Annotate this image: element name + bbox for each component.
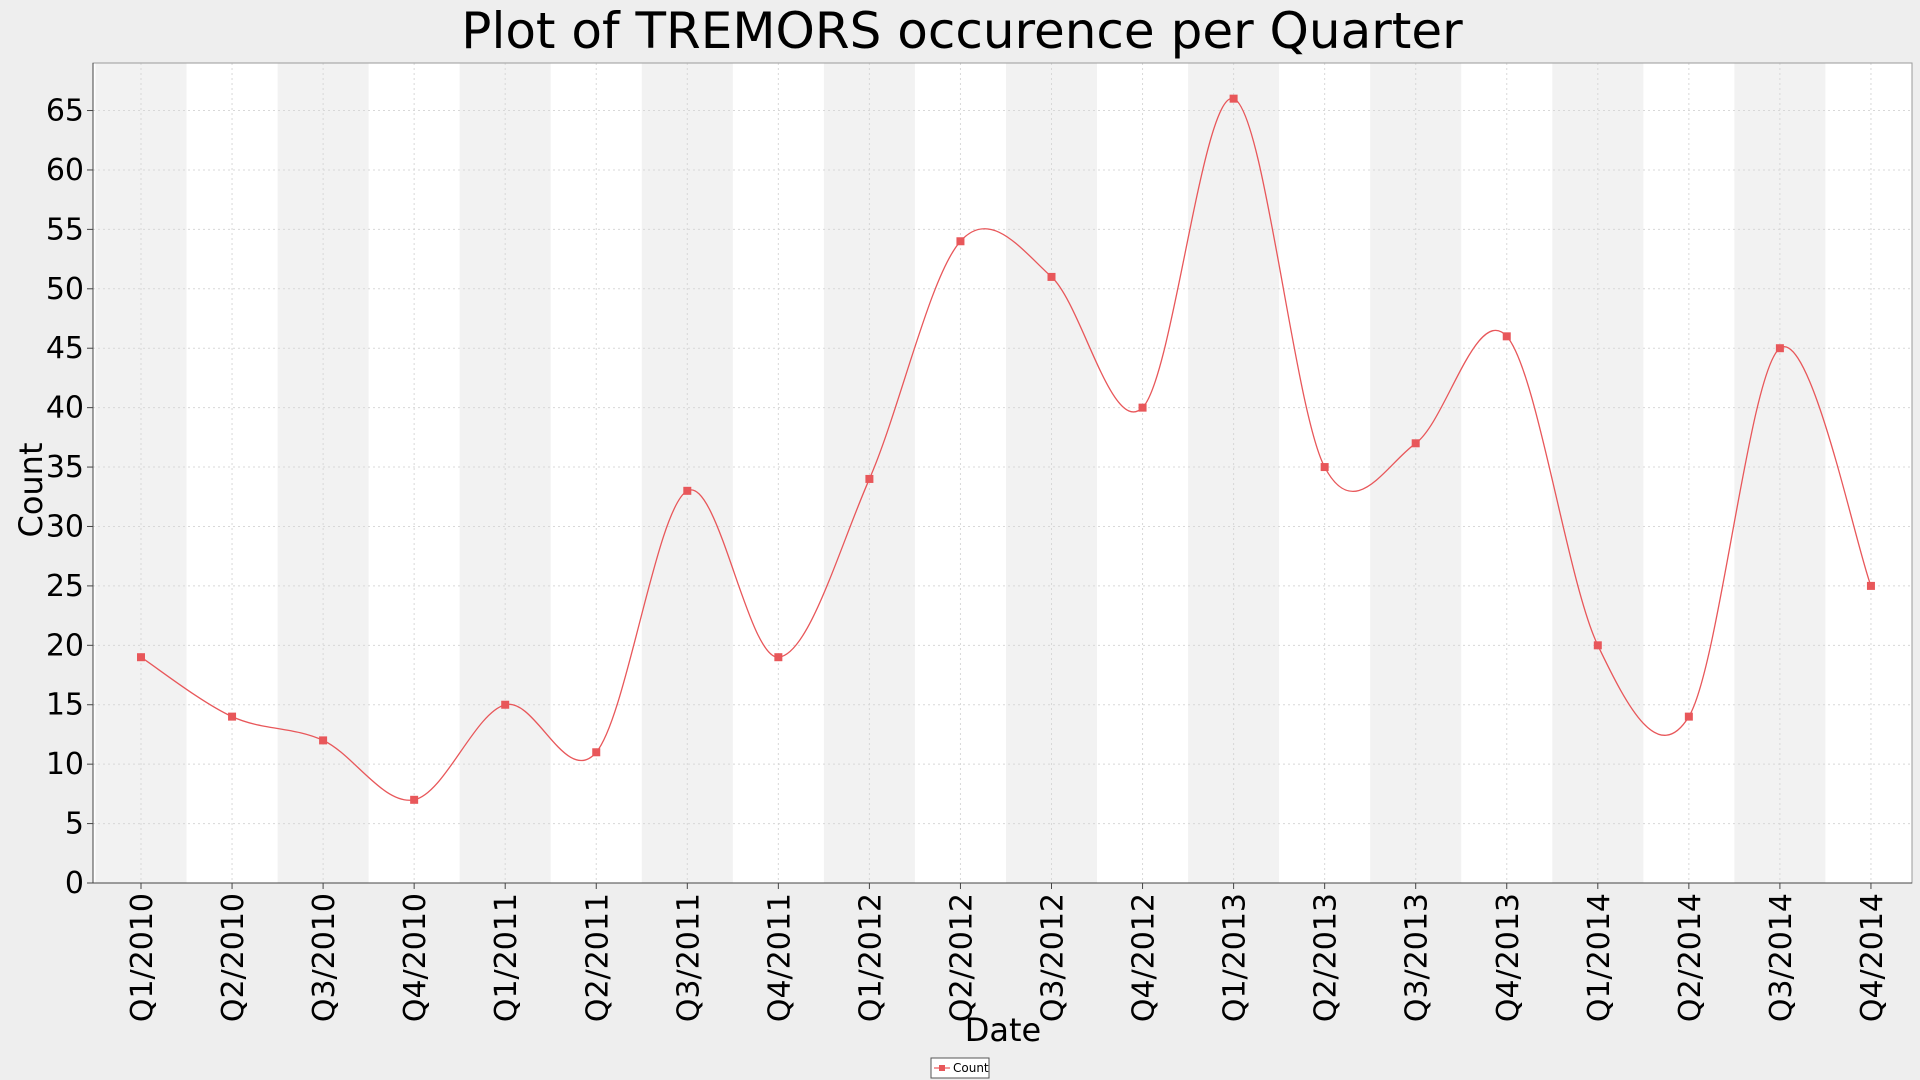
axes — [92, 62, 1913, 884]
y-tick-label: 50 — [46, 272, 84, 307]
y-tick-label: 10 — [46, 747, 84, 782]
y-tick-label: 40 — [46, 391, 84, 426]
y-tick-label: 25 — [46, 569, 84, 604]
y-tick-label: 35 — [46, 450, 84, 485]
y-axis-ticks: 0 5 10 15 20 25 30 35 40 45 50 55 60 65 — [46, 94, 93, 901]
x-tick-label: Q1/2013 — [1218, 893, 1253, 1022]
x-tick-label: Q3/2011 — [671, 893, 706, 1022]
legend-series-marker — [939, 1065, 945, 1071]
data-point-marker — [1047, 272, 1056, 281]
x-axis-label: Date — [965, 1011, 1041, 1049]
data-point-marker — [956, 237, 965, 246]
data-point-marker — [592, 748, 601, 757]
x-tick-label: Q3/2010 — [307, 893, 342, 1022]
data-point-marker — [410, 795, 419, 804]
legend-series-label: Count — [953, 1061, 989, 1075]
legend-box — [930, 1057, 990, 1079]
x-tick-label: Q2/2014 — [1673, 893, 1708, 1022]
y-tick-label: 30 — [46, 509, 84, 544]
y-tick-label: 0 — [65, 866, 84, 901]
x-tick-label: Q4/2010 — [398, 893, 433, 1022]
chart-title: Plot of TREMORS occurence per Quarter — [461, 2, 1463, 60]
x-tick-label: Q4/2014 — [1855, 893, 1890, 1022]
y-tick-label: 60 — [46, 153, 84, 188]
x-tick-label: Q2/2011 — [580, 893, 615, 1022]
y-tick-label: 20 — [46, 628, 84, 663]
x-tick-label: Q2/2012 — [944, 893, 979, 1022]
data-point-marker — [683, 486, 692, 495]
x-tick-label: Q2/2013 — [1309, 893, 1344, 1022]
y-tick-label: 45 — [46, 331, 84, 366]
legend: Count — [930, 1057, 990, 1079]
data-point-marker — [774, 653, 783, 662]
y-tick-label: 5 — [65, 807, 84, 842]
x-tick-label: Q4/2012 — [1127, 893, 1162, 1022]
data-point-marker — [1775, 344, 1784, 353]
x-tick-label: Q4/2011 — [762, 893, 797, 1022]
data-point-marker — [1866, 581, 1875, 590]
data-point-marker — [1684, 712, 1693, 721]
x-tick-label: Q3/2014 — [1764, 893, 1799, 1022]
data-point-marker — [319, 736, 328, 745]
x-tick-label: Q1/2010 — [125, 893, 160, 1022]
data-point-marker — [1320, 463, 1329, 472]
data-point-marker — [137, 653, 145, 662]
grid-lines — [93, 63, 1912, 884]
x-tick-label: Q2/2010 — [216, 893, 251, 1022]
data-point-marker — [1229, 94, 1238, 103]
data-point-marker — [1138, 403, 1147, 412]
data-point-marker — [228, 712, 237, 721]
y-tick-label: 55 — [46, 212, 84, 247]
data-point-marker — [1502, 332, 1511, 341]
x-tick-label: Q1/2012 — [853, 893, 888, 1022]
data-point-marker — [865, 474, 874, 483]
y-axis-label: Count — [12, 442, 50, 537]
data-point-marker — [501, 700, 510, 709]
series-layer — [137, 94, 1875, 804]
y-tick-label: 65 — [46, 94, 84, 129]
x-tick-label: Q3/2013 — [1400, 893, 1435, 1022]
x-axis-ticks: Q1/2010 Q2/2010 Q3/2010 Q4/2010 Q1/2011 Q2/20… — [125, 883, 1890, 1022]
x-tick-label: Q1/2014 — [1582, 893, 1617, 1022]
y-tick-label: 15 — [46, 688, 84, 723]
x-tick-label: Q4/2013 — [1491, 893, 1526, 1022]
data-point-marker — [1411, 439, 1420, 448]
x-tick-label: Q1/2011 — [489, 893, 524, 1022]
data-point-marker — [1593, 641, 1602, 650]
x-tick-label: Q3/2012 — [1036, 893, 1071, 1022]
